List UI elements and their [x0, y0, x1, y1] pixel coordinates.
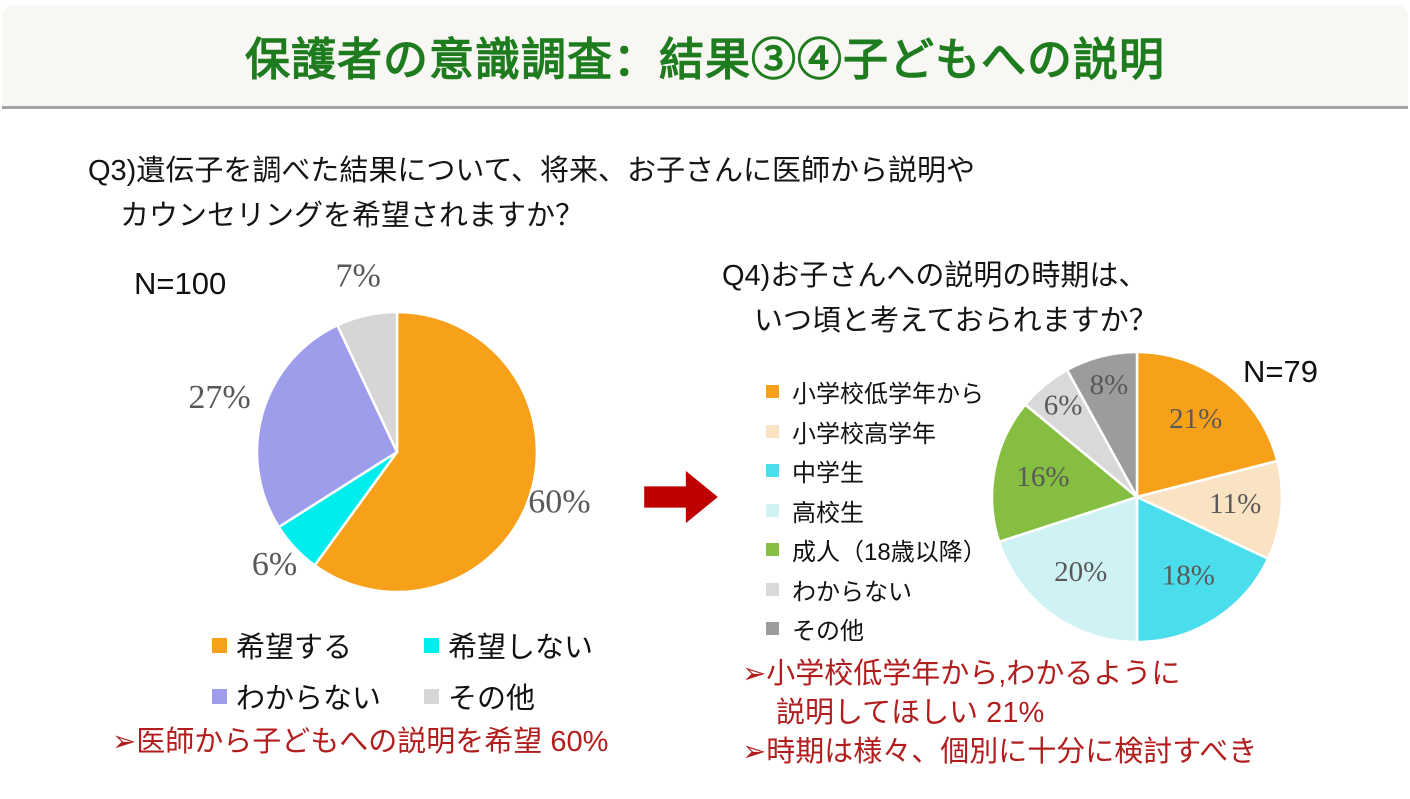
pie-percent-label-q4-2: 18%	[1162, 559, 1215, 591]
legend-label: 高校生	[792, 499, 864, 527]
legend-item-q4-0: 小学校低学年から	[766, 372, 987, 412]
legend-swatch	[766, 582, 779, 596]
q3-question-line2: カウンセリングを希望されますか？	[120, 200, 585, 232]
legend-label: 小学校低学年から	[792, 381, 984, 409]
q4-note-line2: 説明してほしい 21%	[776, 697, 1045, 729]
legend-label: わからない	[236, 683, 382, 715]
legend-item-q4-5: わからない	[766, 570, 987, 610]
pie-slice-q3-0	[313, 310, 539, 594]
legend-item-q3-2: わからない	[212, 675, 424, 717]
q4-note-line3: ➢時期は様々、個別に十分に検討すべき	[742, 736, 1258, 768]
legend-label: 小学校高学年	[792, 420, 936, 448]
legend-item-q3-1: 希望しない	[424, 624, 593, 666]
pie-percent-label-q3-3: 7%	[336, 257, 381, 294]
right-arrow-icon	[644, 470, 718, 524]
pie-percent-label-q4-3: 20%	[1054, 556, 1107, 588]
legend-item-q4-6: その他	[766, 609, 987, 649]
pie-slice-q4-0	[1135, 350, 1279, 499]
legend-swatch	[212, 637, 227, 653]
legend-label: 成人（18歳以降）	[792, 539, 987, 567]
legend-swatch	[424, 637, 439, 653]
pie-percent-label-q3-1: 6%	[252, 546, 297, 583]
pie-slice-q4-3	[997, 495, 1139, 644]
legend-label: 希望する	[236, 632, 353, 664]
q4-notes: ➢小学校低学年から,わかるように 説明してほしい 21% ➢時期は様々、個別に十…	[742, 655, 1257, 772]
legend-label: わからない	[792, 578, 912, 606]
q4-question-line1: Q4)お子さんへの説明の時期は、	[722, 260, 1148, 292]
q4-question-line2: いつ頃と考えておられますか？	[754, 305, 1158, 337]
pie-percent-label-q3-2: 27%	[188, 379, 250, 416]
pie-slice-q3-2	[255, 324, 399, 529]
legend-label: その他	[792, 618, 864, 646]
q3-question-line1: Q3)遺伝子を調べた結果について、将来、お子さんに医師から説明や	[88, 155, 976, 187]
pie-percent-label-q4-0: 21%	[1169, 403, 1222, 435]
pie-percent-label-q4-1: 11%	[1209, 488, 1261, 520]
legend-item-q4-1: 小学校高学年	[766, 412, 987, 452]
legend-swatch	[766, 622, 779, 636]
pie-slice-q4-1	[1135, 459, 1284, 560]
legend-item-q4-4: 成人（18歳以降）	[766, 530, 987, 570]
legend-swatch	[766, 385, 779, 399]
q4-sample-size-label: N=79	[1243, 354, 1318, 389]
q4-note-line1: ➢小学校低学年から,わかるように	[742, 658, 1181, 690]
legend-swatch	[766, 424, 779, 438]
q3-note-line1: ➢医師から子どもへの説明を希望 60%	[112, 726, 609, 758]
pie-percent-label-q4-4: 16%	[1016, 461, 1069, 493]
legend-label: その他	[448, 683, 536, 715]
q3-note: ➢医師から子どもへの説明を希望 60%	[112, 723, 608, 762]
legend-item-q4-3: 高校生	[766, 491, 987, 531]
slide-header: 保護者の意識調査：結果③④子どもへの説明	[2, 5, 1408, 109]
pie-slice-q4-6	[1065, 350, 1139, 499]
legend-swatch	[766, 543, 779, 557]
legend-swatch	[424, 688, 439, 704]
pie-percent-label-q3-0: 60%	[528, 484, 590, 521]
pie-percent-label-q4-6: 8%	[1090, 369, 1129, 401]
legend-label: 希望しない	[448, 632, 594, 664]
pie-slice-q4-4	[990, 403, 1139, 544]
legend-item-q4-2: 中学生	[766, 451, 987, 491]
q4-pie-chart: 21% 11% 18% 20% 16% 6%8%	[990, 350, 1284, 644]
legend-label: 中学生	[792, 460, 864, 488]
q3-legend: 希望する 希望しないわからない その他	[212, 624, 593, 717]
pie-percent-label-q4-5: 6%	[1044, 389, 1083, 421]
pie-slice-q3-3	[336, 310, 399, 454]
page-title: 保護者の意識調査：結果③④子どもへの説明	[244, 34, 1165, 85]
q4-question: Q4)お子さんへの説明の時期は、 いつ頃と考えておられますか？	[722, 254, 1158, 344]
legend-swatch	[212, 688, 227, 704]
q3-question: Q3)遺伝子を調べた結果について、将来、お子さんに医師から説明や カウンセリング…	[88, 149, 975, 239]
q4-legend: 小学校低学年から 小学校高学年 中学生高校生成人（18歳以降） わからないその他	[766, 372, 987, 649]
q3-pie-chart: 60% 6% 27% 7%	[188, 257, 591, 594]
pie-slice-q4-2	[1135, 495, 1270, 644]
legend-item-q3-0: 希望する	[212, 624, 424, 666]
legend-swatch	[766, 464, 779, 478]
legend-swatch	[766, 503, 779, 517]
legend-item-q3-3: その他	[424, 675, 593, 717]
q3-sample-size-label: N=100	[134, 266, 227, 301]
